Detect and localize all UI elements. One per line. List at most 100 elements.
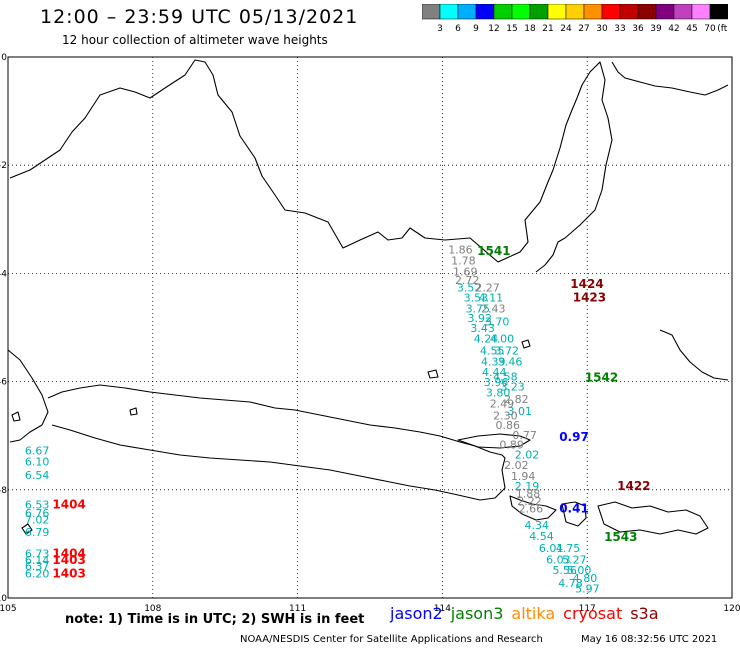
color-scale-tick: 45 <box>686 24 697 34</box>
wave-height-value: 3.52 <box>457 281 482 294</box>
legend-entry-jason3: jason3 <box>450 604 504 623</box>
wave-height-value: 6.73 <box>25 547 50 560</box>
lombok-coastline <box>561 501 587 527</box>
pass-time-label-cryosat: 1403 <box>52 553 85 567</box>
timestamp-text: May 16 08:32:56 UTC 2021 <box>581 634 718 645</box>
y-tick-label: -10 <box>0 594 7 604</box>
y-tick-label: -6 <box>0 378 7 388</box>
color-scale-tick: 12 <box>488 24 499 34</box>
color-swatch <box>709 4 728 20</box>
wave-height-value: 6.54 <box>25 469 50 482</box>
x-tick-label: 108 <box>144 604 161 614</box>
wave-height-value: 4.24 <box>474 333 499 346</box>
wave-height-value: 6.01 <box>539 542 564 555</box>
x-tick-label: 120 <box>723 604 740 614</box>
wave-height-value: 3.92 <box>467 312 492 325</box>
pass-time-label-jason3: 1541 <box>477 244 510 258</box>
wave-height-value: 2.22 <box>517 495 542 508</box>
map-gridlines <box>8 57 732 598</box>
wave-height-value: 2.66 <box>519 503 544 516</box>
wave-height-value: 0.86 <box>495 419 520 432</box>
borneo-coastline <box>9 59 613 273</box>
wave-height-value: 2.02 <box>504 459 529 472</box>
wave-height-value: 6.53 <box>25 499 50 512</box>
wave-height-value: 2.02 <box>515 448 540 461</box>
wave-height-value: 6.20 <box>25 567 50 580</box>
credit-text: NOAA/NESDIS Center for Satellite Applica… <box>240 634 543 645</box>
wave-height-value: 7.02 <box>25 513 50 526</box>
pass-time-label-jason3: 1543 <box>604 530 637 544</box>
wave-height-value: 2.82 <box>504 393 529 406</box>
wave-height-value: 6.03 <box>546 553 571 566</box>
wave-height-value: 5.56 <box>552 564 577 577</box>
java-south-coastline <box>51 424 481 501</box>
y-tick-label: -2 <box>0 161 7 171</box>
color-scale-tick: 33 <box>614 24 625 34</box>
wave-height-value: 6.79 <box>25 526 50 539</box>
wave-height-value: 3.75 <box>466 302 491 315</box>
wave-height-value: 3.43 <box>470 322 495 335</box>
small-island <box>129 407 138 416</box>
wave-height-value: 4.55 <box>480 345 505 358</box>
color-scale-unit: (ft) <box>717 24 728 34</box>
wave-height-value: 3.53 <box>464 292 489 305</box>
sumatra-coastline <box>7 349 49 443</box>
y-tick-label: -4 <box>0 269 7 279</box>
color-scale-tick: 24 <box>560 24 572 34</box>
color-scale-tick: 15 <box>506 24 517 34</box>
color-scale-tick: 3 <box>437 24 443 34</box>
wave-height-value: 6.67 <box>25 445 50 458</box>
wave-height-value: 3.96 <box>484 376 509 389</box>
small-island <box>521 339 531 349</box>
wave-height-value: 3.70 <box>485 315 510 328</box>
x-tick-label: 114 <box>434 604 451 614</box>
units-note: note: 1) Time is in UTC; 2) SWH is in fe… <box>65 612 365 627</box>
pass-time-label-cryosat: 1404 <box>52 498 85 512</box>
wave-height-value: 4.44 <box>482 366 507 379</box>
legend-entry-jason2: jason2 <box>390 604 443 623</box>
satellite-legend: jason2 jason3 altika cryosat s3a <box>390 604 667 623</box>
y-tick-label: 0 <box>1 53 7 63</box>
x-tick-label: 105 <box>0 604 17 614</box>
wave-height-value: 1.94 <box>511 470 536 483</box>
pass-time-label-s3a: 1424 <box>570 277 603 291</box>
small-island <box>11 411 21 422</box>
legend-entry-altika: altika <box>511 604 556 623</box>
sulawesi-coastline <box>611 61 729 96</box>
wave-height-value: 4.80 <box>573 572 598 585</box>
wave-height-value: 4.34 <box>524 519 549 532</box>
wave-height-value: 1.78 <box>451 255 476 268</box>
pass-time-label-cryosat: 1404 <box>52 546 85 560</box>
wave-height-value: 6.10 <box>25 455 50 468</box>
coastline-layer <box>7 59 729 535</box>
pass-time-label-jason2: 0.41 <box>559 502 589 516</box>
pass-time-label-s3a: 1422 <box>617 479 650 493</box>
color-scale-tick: 70 <box>704 24 716 34</box>
wave-height-value: 3.80 <box>486 387 511 400</box>
wave-height-value: 4.11 <box>479 292 504 305</box>
wave-height-value: 4.78 <box>558 577 583 590</box>
wave-height-value: 5.00 <box>567 564 592 577</box>
color-scale-tick: 30 <box>596 24 608 34</box>
x-tick-label: 117 <box>579 604 596 614</box>
wave-height-value: 1.86 <box>448 243 473 256</box>
wave-height-value: 5.27 <box>562 553 587 566</box>
wave-height-value: 3.01 <box>508 405 533 418</box>
pass-time-label-jason2: 0.97 <box>559 430 589 444</box>
wave-height-labels: 0.970.4115411542154314041404140314031424… <box>25 243 651 595</box>
wave-height-value: 3.46 <box>498 355 523 368</box>
color-scale-tick: 9 <box>473 24 479 34</box>
pass-time-label-jason3: 1542 <box>585 371 618 385</box>
pass-time-label-cryosat: 1403 <box>52 566 85 580</box>
color-scale-tick: 42 <box>668 24 679 34</box>
wave-height-value: 0.89 <box>499 439 524 452</box>
color-scale-tick: 6 <box>455 24 461 34</box>
small-island <box>21 523 33 535</box>
wave-height-value: 6.14 <box>25 554 50 567</box>
color-scale-tick: 36 <box>632 24 644 34</box>
pass-time-label-s3a: 1423 <box>573 291 606 305</box>
wave-height-value: 3.72 <box>495 345 520 358</box>
bali-coastline <box>509 495 557 521</box>
